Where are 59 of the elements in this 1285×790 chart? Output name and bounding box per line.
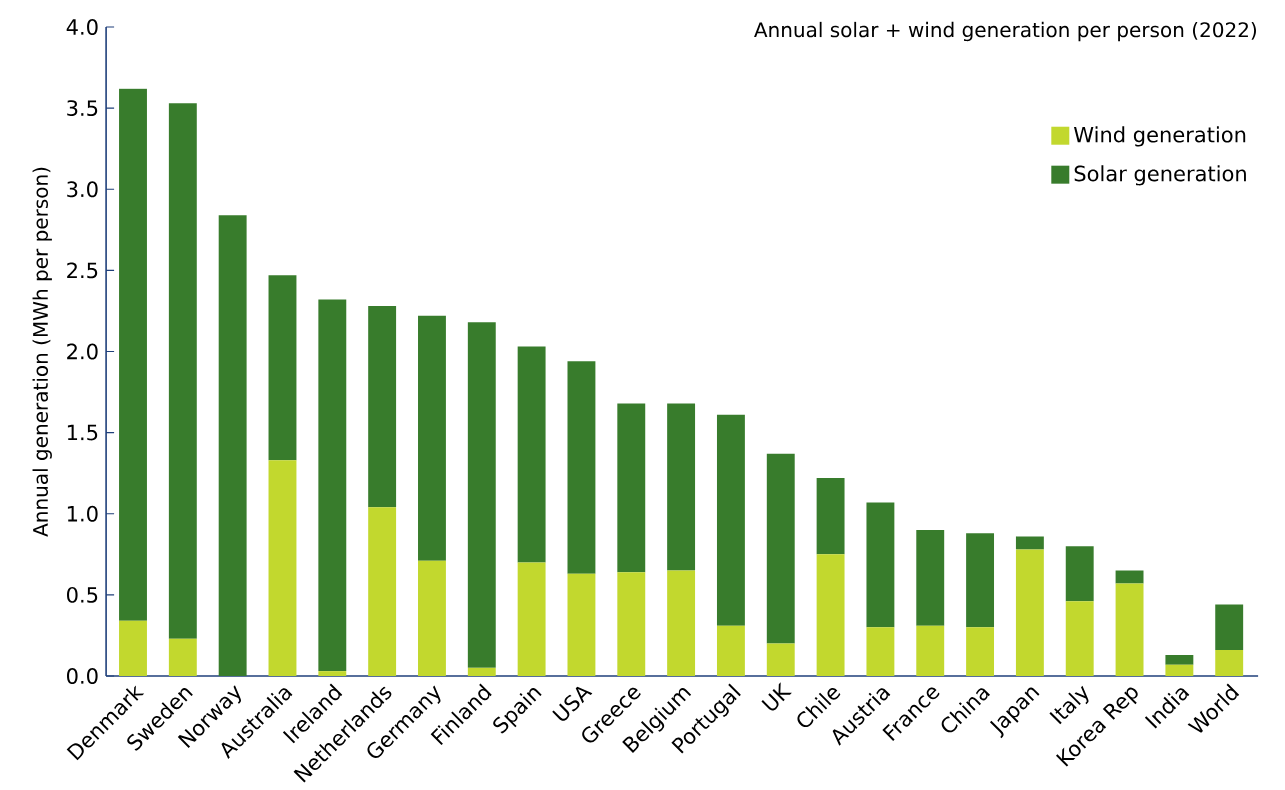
y-axis-title: Annual generation (MWh per person): [32, 167, 52, 537]
bar: [866, 502, 895, 628]
bar: [1065, 601, 1094, 676]
bar: [1115, 570, 1144, 584]
bar: [866, 627, 895, 676]
y-tick-label: 0.0: [67, 668, 98, 684]
bar: [368, 306, 397, 508]
bar: [1015, 549, 1044, 676]
y-tick-label: 3.5: [67, 100, 98, 117]
bar: [916, 625, 945, 676]
bar: [418, 560, 446, 676]
bar: [1215, 604, 1244, 651]
y-tick-label: 2.5: [67, 262, 98, 279]
y-tick-label: 2.0: [67, 343, 98, 360]
bar: [617, 403, 646, 573]
bar: [1215, 650, 1244, 676]
bar: [517, 562, 546, 676]
bar: [716, 414, 745, 626]
bar: [966, 533, 995, 628]
bar: [1115, 583, 1144, 676]
y-tick-label: 3.0: [67, 181, 98, 198]
bar: [318, 671, 347, 676]
bar: [816, 554, 845, 676]
bar: [119, 88, 147, 621]
bar: [1065, 546, 1094, 602]
bar: [966, 627, 995, 676]
y-tick-label: 4.0: [66, 19, 98, 35]
bar: [119, 620, 147, 676]
bar: [766, 643, 795, 676]
bar: [716, 625, 745, 676]
bar: [667, 570, 696, 676]
bar: [418, 315, 446, 561]
bar: [916, 529, 945, 626]
x-tick-label: UK: [761, 682, 792, 711]
bar: [318, 299, 347, 672]
bar: [617, 572, 646, 676]
bar: [766, 453, 795, 644]
bar: [517, 346, 546, 563]
bar: [816, 478, 845, 555]
bar: [467, 322, 496, 668]
bar: [268, 460, 297, 676]
bar: [268, 275, 297, 461]
legend-label: Solar generation: [1074, 165, 1246, 186]
y-tick-label: 1.5: [67, 424, 98, 441]
bar: [567, 573, 596, 676]
bar: [1015, 536, 1044, 550]
bar: [218, 215, 247, 676]
bar: [368, 507, 397, 676]
bar: [1165, 654, 1194, 665]
bar: [567, 361, 596, 574]
bar: [1165, 664, 1194, 676]
y-tick-label: 1.0: [67, 505, 98, 522]
legend-label: Wind generation: [1073, 126, 1246, 147]
bar: [667, 403, 696, 571]
bar: [467, 667, 496, 676]
bar: [168, 638, 197, 676]
y-tick-label: 0.5: [67, 586, 98, 603]
bar: [168, 103, 197, 639]
chart-title: Annual solar + wind generation per person (2022): [754, 21, 1257, 42]
